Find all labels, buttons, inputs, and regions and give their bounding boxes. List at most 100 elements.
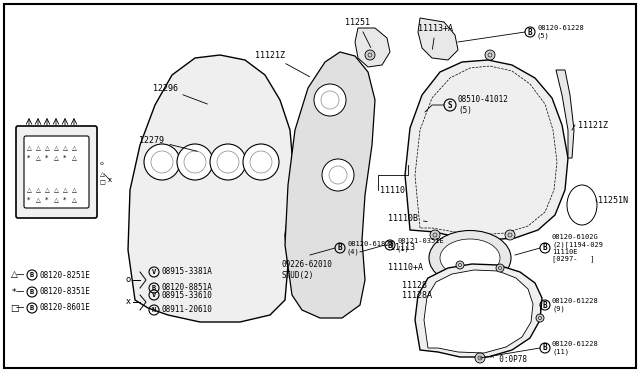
Circle shape	[322, 159, 354, 191]
Text: △: △	[11, 270, 17, 279]
Circle shape	[536, 314, 544, 322]
Polygon shape	[405, 60, 568, 240]
Text: B: B	[388, 241, 392, 250]
Text: 08120-8851A: 08120-8851A	[161, 283, 212, 292]
Text: △: △	[45, 145, 49, 151]
Ellipse shape	[429, 231, 511, 285]
Circle shape	[243, 144, 279, 180]
Text: ^ 0:0P78: ^ 0:0P78	[490, 356, 527, 365]
Text: △: △	[72, 145, 76, 151]
Text: 11121Z: 11121Z	[578, 121, 608, 129]
Text: △: △	[54, 187, 58, 192]
Polygon shape	[424, 270, 533, 353]
Text: △: △	[27, 187, 31, 192]
FancyBboxPatch shape	[24, 136, 89, 208]
Text: 08915-33610: 08915-33610	[161, 291, 212, 299]
Text: 11128: 11128	[402, 280, 427, 289]
Text: 09226-62010
STUD(2): 09226-62010 STUD(2)	[282, 260, 333, 280]
Text: B: B	[30, 305, 34, 311]
Text: 08120-8251E: 08120-8251E	[39, 270, 90, 279]
Circle shape	[177, 144, 213, 180]
Text: *: *	[12, 288, 16, 296]
Text: △: △	[36, 198, 40, 202]
Text: N: N	[152, 307, 156, 313]
Circle shape	[475, 353, 485, 363]
Polygon shape	[128, 55, 293, 322]
Polygon shape	[418, 18, 458, 60]
Text: 11128A: 11128A	[402, 292, 432, 301]
Circle shape	[456, 261, 464, 269]
Text: △: △	[100, 171, 104, 176]
Text: x: x	[125, 298, 131, 307]
Circle shape	[365, 50, 375, 60]
Text: 08915-3381A: 08915-3381A	[161, 267, 212, 276]
Polygon shape	[355, 28, 390, 67]
Text: 11251: 11251	[346, 17, 371, 48]
Text: △: △	[54, 155, 58, 160]
Polygon shape	[556, 70, 574, 158]
Text: 08120-61228
(5): 08120-61228 (5)	[537, 25, 584, 39]
Circle shape	[144, 144, 180, 180]
Text: *: *	[28, 155, 31, 161]
Circle shape	[430, 230, 440, 240]
Text: 11110+A: 11110+A	[388, 263, 423, 273]
Text: 12279: 12279	[140, 135, 197, 151]
Text: 11110: 11110	[380, 186, 405, 195]
Text: B: B	[30, 289, 34, 295]
Text: 08120-6102G
(2)[1194-029
11110E
[0297-   ]: 08120-6102G (2)[1194-029 11110E [0297- ]	[552, 234, 603, 262]
Text: △: △	[54, 198, 58, 202]
Text: V: V	[152, 269, 156, 275]
Text: 08120-61228
(11): 08120-61228 (11)	[552, 341, 599, 355]
Circle shape	[314, 84, 346, 116]
Text: 08120-8601E: 08120-8601E	[39, 304, 90, 312]
Text: △: △	[63, 145, 67, 151]
Text: 11121Z: 11121Z	[255, 51, 310, 77]
Text: —: —	[16, 288, 24, 296]
Text: B: B	[528, 28, 532, 36]
Circle shape	[496, 264, 504, 272]
Text: 08911-20610: 08911-20610	[161, 305, 212, 314]
Polygon shape	[285, 52, 375, 318]
Text: *: *	[45, 155, 49, 161]
Text: 08120-61228
(9): 08120-61228 (9)	[552, 298, 599, 312]
Text: 12296: 12296	[152, 83, 207, 104]
Text: △: △	[72, 198, 76, 202]
Text: △: △	[27, 145, 31, 151]
Text: V: V	[152, 292, 156, 298]
Text: S: S	[448, 100, 452, 109]
Text: △: △	[36, 155, 40, 160]
Text: —: —	[16, 270, 24, 279]
Text: 11251N: 11251N	[598, 196, 628, 205]
Text: △: △	[63, 187, 67, 192]
Text: △: △	[72, 187, 76, 192]
Text: △: △	[54, 145, 58, 151]
Text: B: B	[543, 244, 547, 253]
Circle shape	[505, 230, 515, 240]
Polygon shape	[415, 264, 542, 357]
Text: B: B	[543, 301, 547, 310]
Ellipse shape	[440, 239, 500, 277]
Text: 08510-41012
(5): 08510-41012 (5)	[458, 95, 509, 115]
Circle shape	[210, 144, 246, 180]
Text: *: *	[45, 197, 49, 203]
Circle shape	[485, 50, 495, 60]
FancyBboxPatch shape	[16, 126, 97, 218]
Text: △: △	[72, 155, 76, 160]
Text: 11113: 11113	[390, 244, 415, 253]
Text: 08121-0351E
(1): 08121-0351E (1)	[397, 238, 444, 252]
Text: B: B	[30, 272, 34, 278]
Text: *: *	[63, 197, 67, 203]
Text: x: x	[108, 177, 112, 183]
Text: *: *	[63, 155, 67, 161]
Text: 11110B: 11110B	[388, 214, 428, 222]
Text: —: —	[16, 304, 24, 312]
Text: o: o	[125, 276, 131, 285]
Text: △: △	[36, 187, 40, 192]
Text: B: B	[152, 285, 156, 291]
Text: □: □	[99, 180, 105, 186]
Text: 11113+A: 11113+A	[418, 23, 453, 49]
Text: o: o	[100, 160, 104, 166]
Text: 08120-8351E: 08120-8351E	[39, 288, 90, 296]
Text: □: □	[10, 304, 19, 312]
Text: B: B	[543, 343, 547, 353]
